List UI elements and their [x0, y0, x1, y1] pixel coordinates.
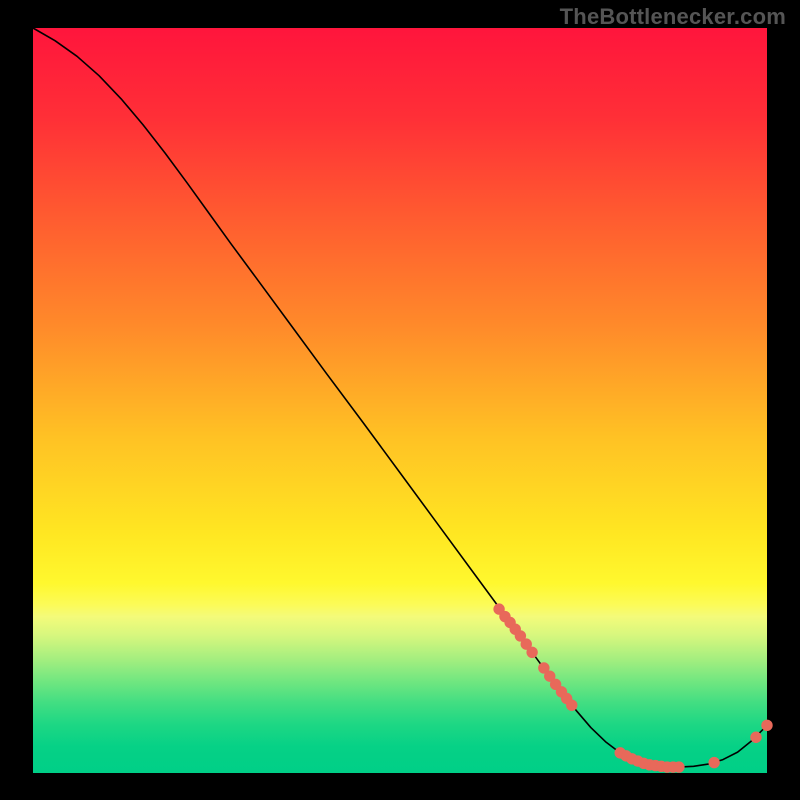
data-marker	[567, 700, 577, 710]
data-marker	[527, 647, 537, 657]
plot-background-gradient	[33, 28, 767, 773]
watermark-text: TheBottlenecker.com	[560, 4, 786, 30]
data-marker	[762, 720, 772, 730]
chart-svg	[0, 0, 800, 800]
data-marker	[674, 762, 684, 772]
data-marker	[709, 757, 719, 767]
data-marker	[751, 732, 761, 742]
bottleneck-chart: TheBottlenecker.com	[0, 0, 800, 800]
